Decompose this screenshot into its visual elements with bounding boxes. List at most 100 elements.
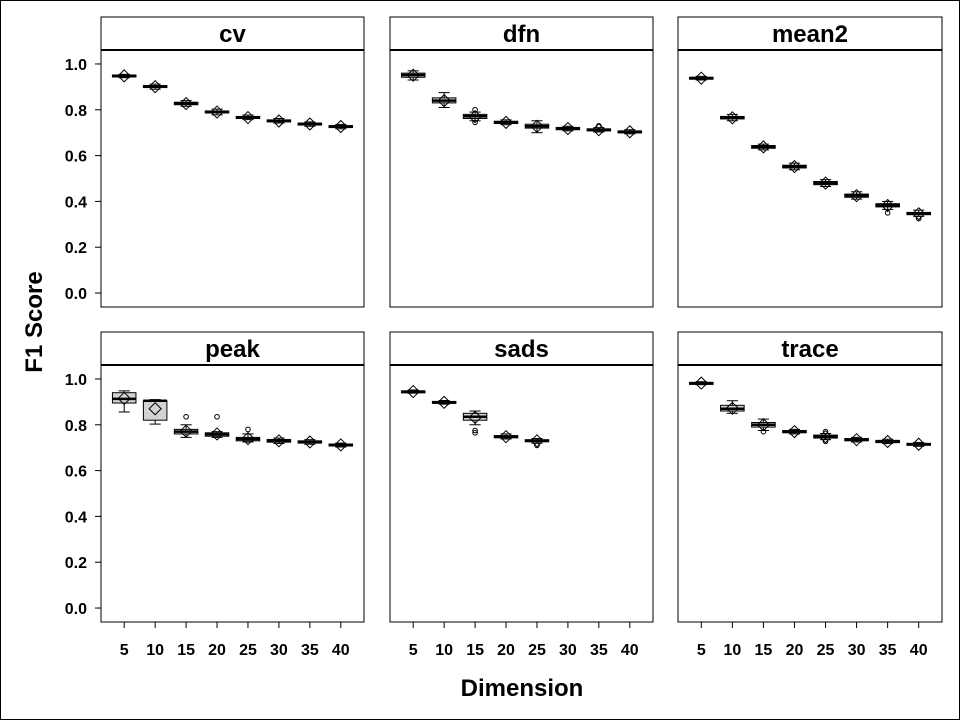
x-tick-label: 5 bbox=[120, 642, 129, 659]
box-35 bbox=[297, 117, 323, 131]
mean-marker bbox=[241, 110, 255, 125]
mean-marker bbox=[303, 435, 317, 449]
x-tick-label: 20 bbox=[497, 642, 515, 659]
x-tick-label: 10 bbox=[435, 642, 453, 659]
panel-dfn: dfn bbox=[389, 16, 654, 308]
x-tick-label: 40 bbox=[621, 642, 639, 659]
mean-marker bbox=[880, 434, 895, 449]
panel-frame bbox=[100, 331, 365, 623]
box-10 bbox=[431, 92, 457, 108]
mean-marker bbox=[756, 140, 771, 154]
panel-frame bbox=[389, 16, 654, 308]
mean-marker bbox=[623, 125, 637, 139]
y-tick-label: 0.4 bbox=[65, 509, 87, 526]
box-10 bbox=[142, 399, 168, 425]
box-20 bbox=[493, 429, 519, 444]
mean-marker bbox=[272, 114, 286, 128]
x-tick-label: 25 bbox=[528, 642, 546, 659]
mean-marker bbox=[818, 429, 833, 444]
y-axis-label: F1 Score bbox=[21, 271, 48, 372]
box-10 bbox=[720, 111, 745, 125]
mean-marker bbox=[241, 431, 255, 446]
mean-marker bbox=[592, 123, 606, 137]
panel-frame bbox=[677, 331, 943, 623]
box-30 bbox=[844, 188, 869, 203]
x-tick-label: 30 bbox=[559, 642, 577, 659]
mean-marker bbox=[117, 391, 131, 406]
mean-marker bbox=[303, 117, 317, 131]
mean-marker bbox=[406, 68, 420, 82]
mean-marker bbox=[530, 434, 544, 448]
outlier-point bbox=[472, 427, 478, 434]
mean-marker bbox=[210, 105, 224, 119]
panel-peak: peak 0.0 0.2 0.4 0.6 0.8 1.0 5 10 15 20 25 30 35 40 bbox=[65, 331, 365, 659]
mean-marker bbox=[210, 427, 224, 441]
y-tick-label: 0.2 bbox=[65, 555, 87, 572]
mean-marker bbox=[787, 159, 802, 174]
y-tick-label: 0.6 bbox=[65, 464, 87, 481]
y-tick-label: 1.0 bbox=[65, 57, 87, 74]
box-30 bbox=[266, 434, 292, 448]
y-tick-label: 0.8 bbox=[65, 103, 87, 120]
y-tick-label: 0.2 bbox=[65, 240, 87, 257]
box-15 bbox=[462, 410, 488, 436]
box-25 bbox=[813, 176, 838, 190]
box-5 bbox=[688, 71, 714, 85]
box-15 bbox=[173, 413, 199, 438]
x-tick-label: 20 bbox=[786, 642, 804, 659]
box-5 bbox=[111, 69, 137, 83]
mean-marker bbox=[694, 71, 709, 85]
mean-marker bbox=[787, 424, 802, 439]
y-tick-label: 1.0 bbox=[65, 372, 87, 389]
box-25 bbox=[813, 428, 838, 445]
box-40 bbox=[617, 125, 643, 139]
mean-marker bbox=[117, 69, 131, 83]
y-tick-label: 0.6 bbox=[65, 149, 87, 166]
mean-marker bbox=[272, 434, 286, 448]
mean-marker bbox=[911, 207, 926, 221]
box-35 bbox=[875, 434, 900, 449]
mean-marker bbox=[530, 119, 544, 133]
mean-marker bbox=[880, 198, 895, 213]
box-40 bbox=[328, 438, 354, 452]
box-30 bbox=[555, 121, 581, 136]
x-tick-label: 20 bbox=[208, 642, 226, 659]
y-tick-label: 0.4 bbox=[65, 194, 87, 211]
box-25 bbox=[235, 426, 261, 446]
x-tick-label: 40 bbox=[910, 642, 928, 659]
x-tick-label: 25 bbox=[817, 642, 835, 659]
strip-title: cv bbox=[219, 21, 246, 48]
box-20 bbox=[493, 115, 519, 130]
x-tick-label: 35 bbox=[879, 642, 897, 659]
outlier-point bbox=[884, 210, 891, 216]
mean-marker bbox=[468, 109, 482, 124]
outlier-point bbox=[245, 426, 251, 433]
panel-sads: sads 5 10 15 20 25 30 35 40 bbox=[389, 331, 654, 659]
panel-frame bbox=[389, 331, 654, 623]
x-tick-label: 15 bbox=[177, 642, 195, 659]
mean-marker bbox=[437, 93, 451, 108]
box-15 bbox=[173, 96, 199, 111]
x-tick-label: 35 bbox=[590, 642, 608, 659]
box-10 bbox=[431, 395, 457, 410]
outlier-point bbox=[822, 438, 829, 445]
box-25 bbox=[524, 434, 550, 449]
mean-marker bbox=[148, 79, 162, 94]
box-40 bbox=[906, 437, 932, 451]
x-tick-label: 5 bbox=[697, 642, 706, 659]
mean-marker bbox=[818, 176, 833, 190]
strip-title: mean2 bbox=[772, 21, 848, 48]
box-35 bbox=[586, 123, 612, 137]
outlier-point bbox=[472, 119, 478, 126]
mean-marker bbox=[179, 96, 193, 111]
box-20 bbox=[204, 413, 230, 441]
box-35 bbox=[875, 198, 900, 216]
x-tick-label: 15 bbox=[755, 642, 773, 659]
x-tick-label: 40 bbox=[332, 642, 350, 659]
strip-title: peak bbox=[205, 336, 260, 363]
mean-marker bbox=[179, 424, 193, 438]
x-tick-label: 15 bbox=[466, 642, 484, 659]
mean-marker bbox=[334, 438, 348, 452]
box-40 bbox=[328, 119, 354, 134]
